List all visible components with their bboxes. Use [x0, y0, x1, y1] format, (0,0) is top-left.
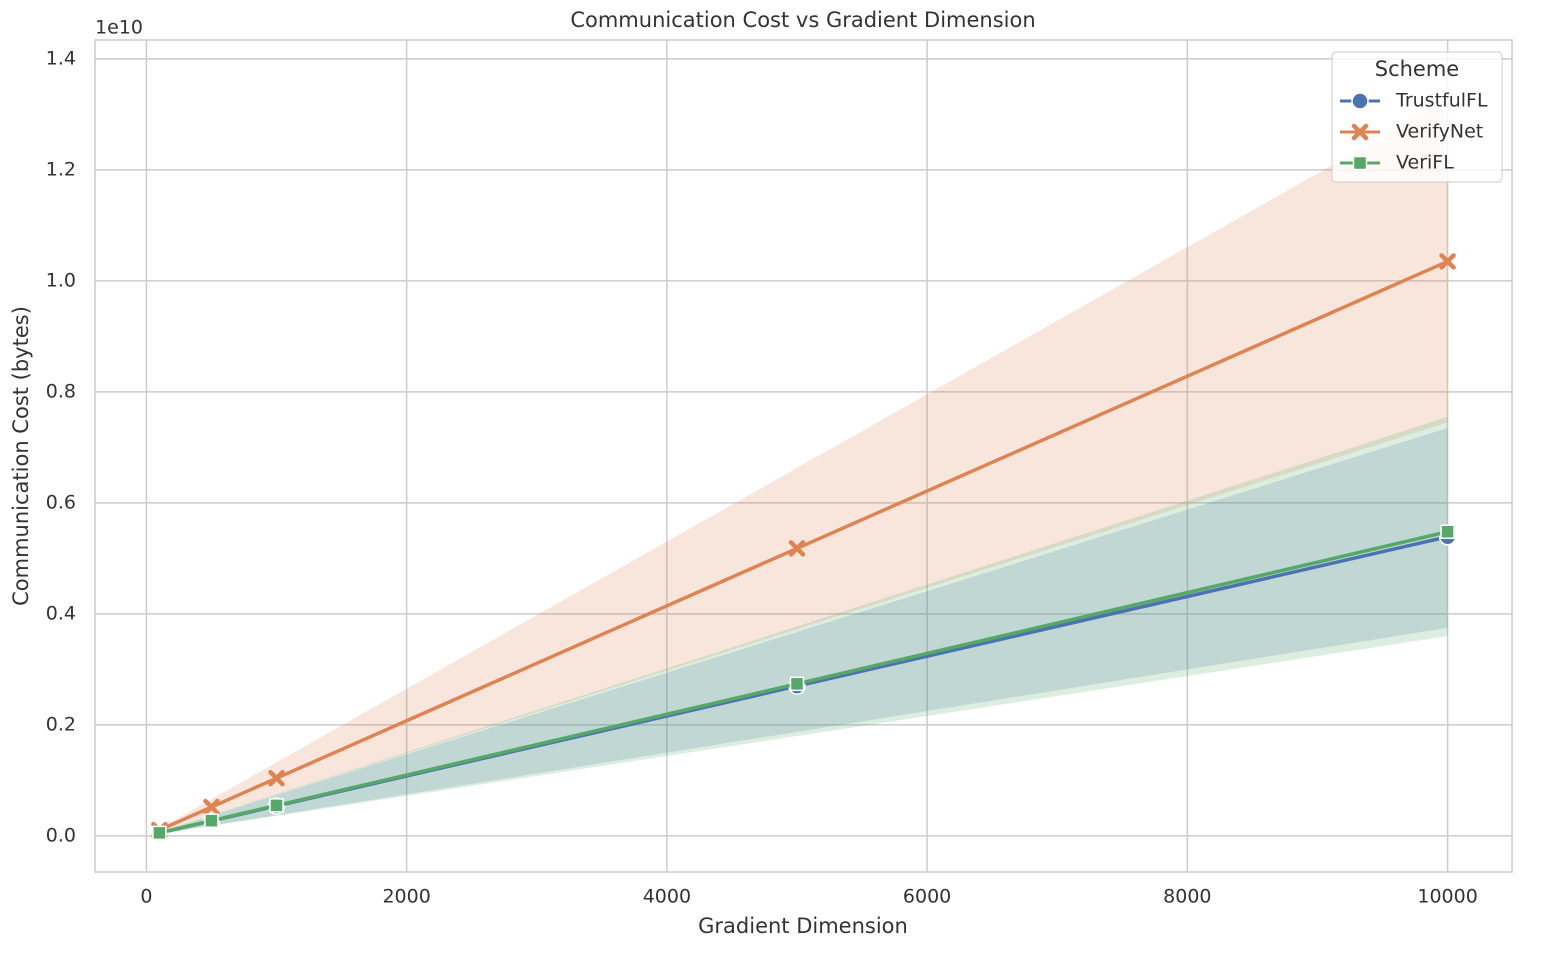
legend-label: VerifyNet: [1396, 121, 1483, 143]
legend-title: Scheme: [1375, 57, 1459, 81]
marker: [152, 825, 167, 841]
marker: [789, 676, 805, 692]
marker: [268, 769, 285, 787]
chart-title: Communication Cost vs Gradient Dimension: [570, 8, 1035, 32]
marker: [1351, 123, 1369, 141]
confidence-band: [159, 99, 1448, 832]
x-tick-label: 8000: [1163, 886, 1211, 908]
confidence-band: [159, 427, 1448, 834]
y-tick-label: 0.4: [46, 602, 76, 624]
grid: 0 2000 4000 6000 8000 10000 0.0 0.2 0.4 0.6 0.8 1.0…: [46, 40, 1512, 908]
y-tick-label: 0.2: [46, 713, 76, 735]
x-tick-label: 0: [140, 886, 152, 908]
y-tick-label: 1.0: [46, 269, 76, 291]
x-axis-label: Gradient Dimension: [698, 914, 908, 938]
y-tick-label: 0.8: [46, 380, 76, 402]
y-axis-label: Communication Cost (bytes): [9, 306, 33, 606]
x-tick-label: 2000: [382, 886, 430, 908]
marks: [150, 99, 1457, 842]
y-tick-label: 0.6: [46, 491, 76, 513]
x-tick-label: 4000: [643, 886, 691, 908]
legend: Scheme TrustfulFL VerifyNet VeriFL: [1331, 51, 1503, 183]
y-tick-label: 1.4: [46, 47, 76, 69]
marker: [269, 798, 284, 813]
x-tick-label: 10000: [1417, 886, 1477, 908]
marker: [1351, 92, 1369, 110]
legend-label: VeriFL: [1396, 152, 1454, 174]
confidence-band: [159, 416, 1448, 834]
legend-label: TrustfulFL: [1395, 90, 1488, 112]
y-offset-text: 1e10: [95, 17, 143, 39]
marker: [1440, 524, 1455, 540]
plot-area: [94, 39, 1513, 873]
y-tick-label: 0.0: [46, 824, 76, 846]
legend-box: [1331, 51, 1503, 183]
marker: [204, 813, 219, 828]
marker: [788, 540, 806, 557]
marker: [203, 798, 220, 816]
x-tick-label: 6000: [903, 886, 951, 908]
marker: [1439, 253, 1456, 270]
marker: [1352, 155, 1368, 171]
y-tick-label: 1.2: [46, 158, 76, 180]
